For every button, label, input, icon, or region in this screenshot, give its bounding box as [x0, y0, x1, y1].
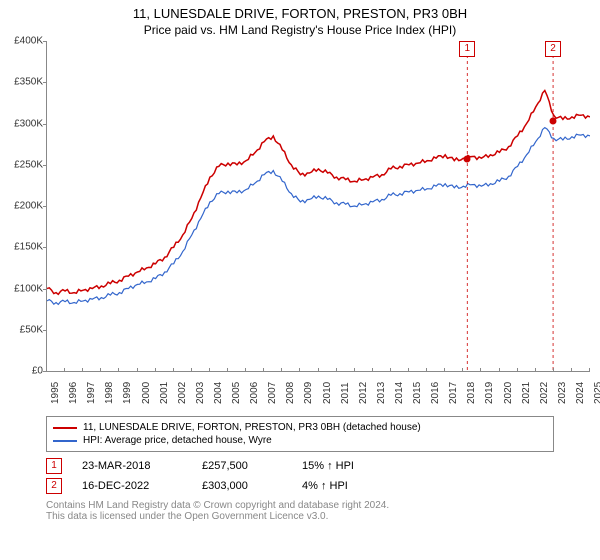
x-tick-label: 2006	[249, 382, 260, 404]
x-tick-label: 2005	[231, 382, 242, 404]
x-tick-label: 2012	[358, 382, 369, 404]
y-tick-label: £150K	[3, 242, 43, 253]
x-tick-label: 2004	[213, 382, 224, 404]
x-tick-label: 2015	[412, 382, 423, 404]
legend-item: 11, LUNESDALE DRIVE, FORTON, PRESTON, PR…	[53, 421, 547, 434]
x-tick-label: 2024	[575, 382, 586, 404]
chart-subtitle: Price paid vs. HM Land Registry's House …	[0, 21, 600, 41]
y-tick-label: £250K	[3, 159, 43, 170]
legend-label: 11, LUNESDALE DRIVE, FORTON, PRESTON, PR…	[83, 422, 421, 433]
annotation-delta: 4% ↑ HPI	[302, 480, 348, 492]
footer-attribution: Contains HM Land Registry data © Crown c…	[46, 500, 554, 522]
sale-marker-box: 2	[545, 41, 561, 57]
chart-plot-area: £0£50K£100K£150K£200K£250K£300K£350K£400…	[46, 41, 590, 372]
x-tick-label: 2019	[484, 382, 495, 404]
x-tick-label: 2018	[466, 382, 477, 404]
annotation-marker-box: 2	[46, 478, 62, 494]
x-tick-label: 1997	[86, 382, 97, 404]
legend-item: HPI: Average price, detached house, Wyre	[53, 434, 547, 447]
legend-swatch	[53, 440, 77, 442]
x-tick-label: 2023	[557, 382, 568, 404]
annotation-date: 23-MAR-2018	[82, 460, 182, 472]
x-tick-label: 2016	[430, 382, 441, 404]
sale-dot	[464, 155, 471, 162]
x-tick-label: 2017	[448, 382, 459, 404]
chart-lines-svg	[47, 41, 590, 371]
series-price_paid	[47, 91, 590, 295]
legend-label: HPI: Average price, detached house, Wyre	[83, 435, 272, 446]
annotation-price: £303,000	[202, 480, 282, 492]
sale-marker-box: 1	[459, 41, 475, 57]
sale-annotations: 1 23-MAR-2018 £257,500 15% ↑ HPI 2 16-DEC-202…	[46, 456, 554, 496]
x-tick-label: 2007	[267, 382, 278, 404]
annotation-price: £257,500	[202, 460, 282, 472]
y-tick-label: £300K	[3, 118, 43, 129]
y-tick-label: £400K	[3, 36, 43, 47]
x-tick-label: 2008	[285, 382, 296, 404]
annotation-delta: 15% ↑ HPI	[302, 460, 354, 472]
y-tick-label: £200K	[3, 201, 43, 212]
annotation-date: 16-DEC-2022	[82, 480, 182, 492]
chart-title: 11, LUNESDALE DRIVE, FORTON, PRESTON, PR…	[0, 0, 600, 21]
x-tick-label: 2000	[141, 382, 152, 404]
series-hpi	[47, 128, 590, 305]
sale-dot	[550, 118, 557, 125]
annotation-marker-box: 1	[46, 458, 62, 474]
y-tick-label: £50K	[3, 324, 43, 335]
x-tick-label: 2013	[376, 382, 387, 404]
x-tick-label: 1999	[122, 382, 133, 404]
x-tick-label: 2009	[303, 382, 314, 404]
x-tick-label: 2025	[593, 382, 600, 404]
annotation-row: 2 16-DEC-2022 £303,000 4% ↑ HPI	[46, 476, 554, 496]
x-tick-label: 1998	[104, 382, 115, 404]
x-tick-label: 2001	[159, 382, 170, 404]
x-tick-label: 2021	[521, 382, 532, 404]
x-tick-label: 1995	[50, 382, 61, 404]
x-tick-label: 2002	[177, 382, 188, 404]
chart-legend: 11, LUNESDALE DRIVE, FORTON, PRESTON, PR…	[46, 416, 554, 452]
x-axis-ticks: 1995 1996 1997 1998 1999 2000 2001 2002 2003 2004…	[46, 372, 590, 412]
x-tick-label: 2003	[195, 382, 206, 404]
x-tick-label: 2020	[503, 382, 514, 404]
x-tick-label: 2011	[340, 382, 351, 404]
footer-line-2: This data is licensed under the Open Gov…	[46, 511, 554, 522]
x-tick-label: 2014	[394, 382, 405, 404]
x-tick-label: 2010	[322, 382, 333, 404]
annotation-row: 1 23-MAR-2018 £257,500 15% ↑ HPI	[46, 456, 554, 476]
legend-swatch	[53, 427, 77, 429]
x-tick-label: 2022	[539, 382, 550, 404]
y-tick-label: £0	[3, 366, 43, 377]
footer-line-1: Contains HM Land Registry data © Crown c…	[46, 500, 554, 511]
y-tick-label: £100K	[3, 283, 43, 294]
y-tick-label: £350K	[3, 77, 43, 88]
x-tick-label: 1996	[68, 382, 79, 404]
